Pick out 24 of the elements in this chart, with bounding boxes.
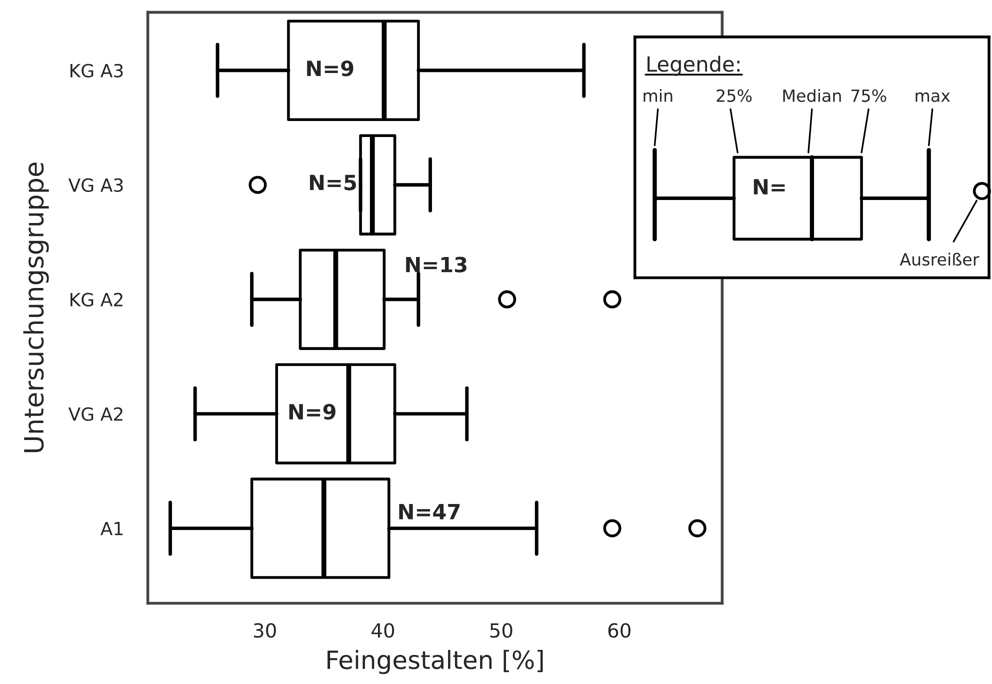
x-axis-title: Feingestalten [%] [328,650,543,674]
y-axis-title: Untersuchungsgruppe [23,162,49,452]
annotation: 25% [716,89,752,102]
annotation: N=9 [307,60,354,76]
annotation: N=5 [310,174,356,190]
annotation: min [644,89,672,102]
annotation: N=47 [399,504,460,520]
text: Median [783,89,841,102]
y-tick-label: A1 [100,522,123,536]
y-tick-label: VG A2 [68,407,122,421]
y-tick-label: KG A3 [70,64,123,78]
text: Ausreißer [900,252,980,266]
x-tick-label: 50 [490,623,512,638]
y-tick-label: KG A2 [70,292,122,306]
annotation: N=13 [406,256,466,272]
x-tick-label: 60 [608,623,630,638]
x-tick-label: 30 [254,623,276,638]
annotation: N=9 [289,404,336,420]
text: 75% [851,89,886,102]
x-tick-label: 40 [372,623,394,638]
y-tick-label: VG A3 [68,178,123,192]
annotation: Legende: [648,56,740,76]
text: N= [754,179,785,194]
text: max [916,92,950,102]
